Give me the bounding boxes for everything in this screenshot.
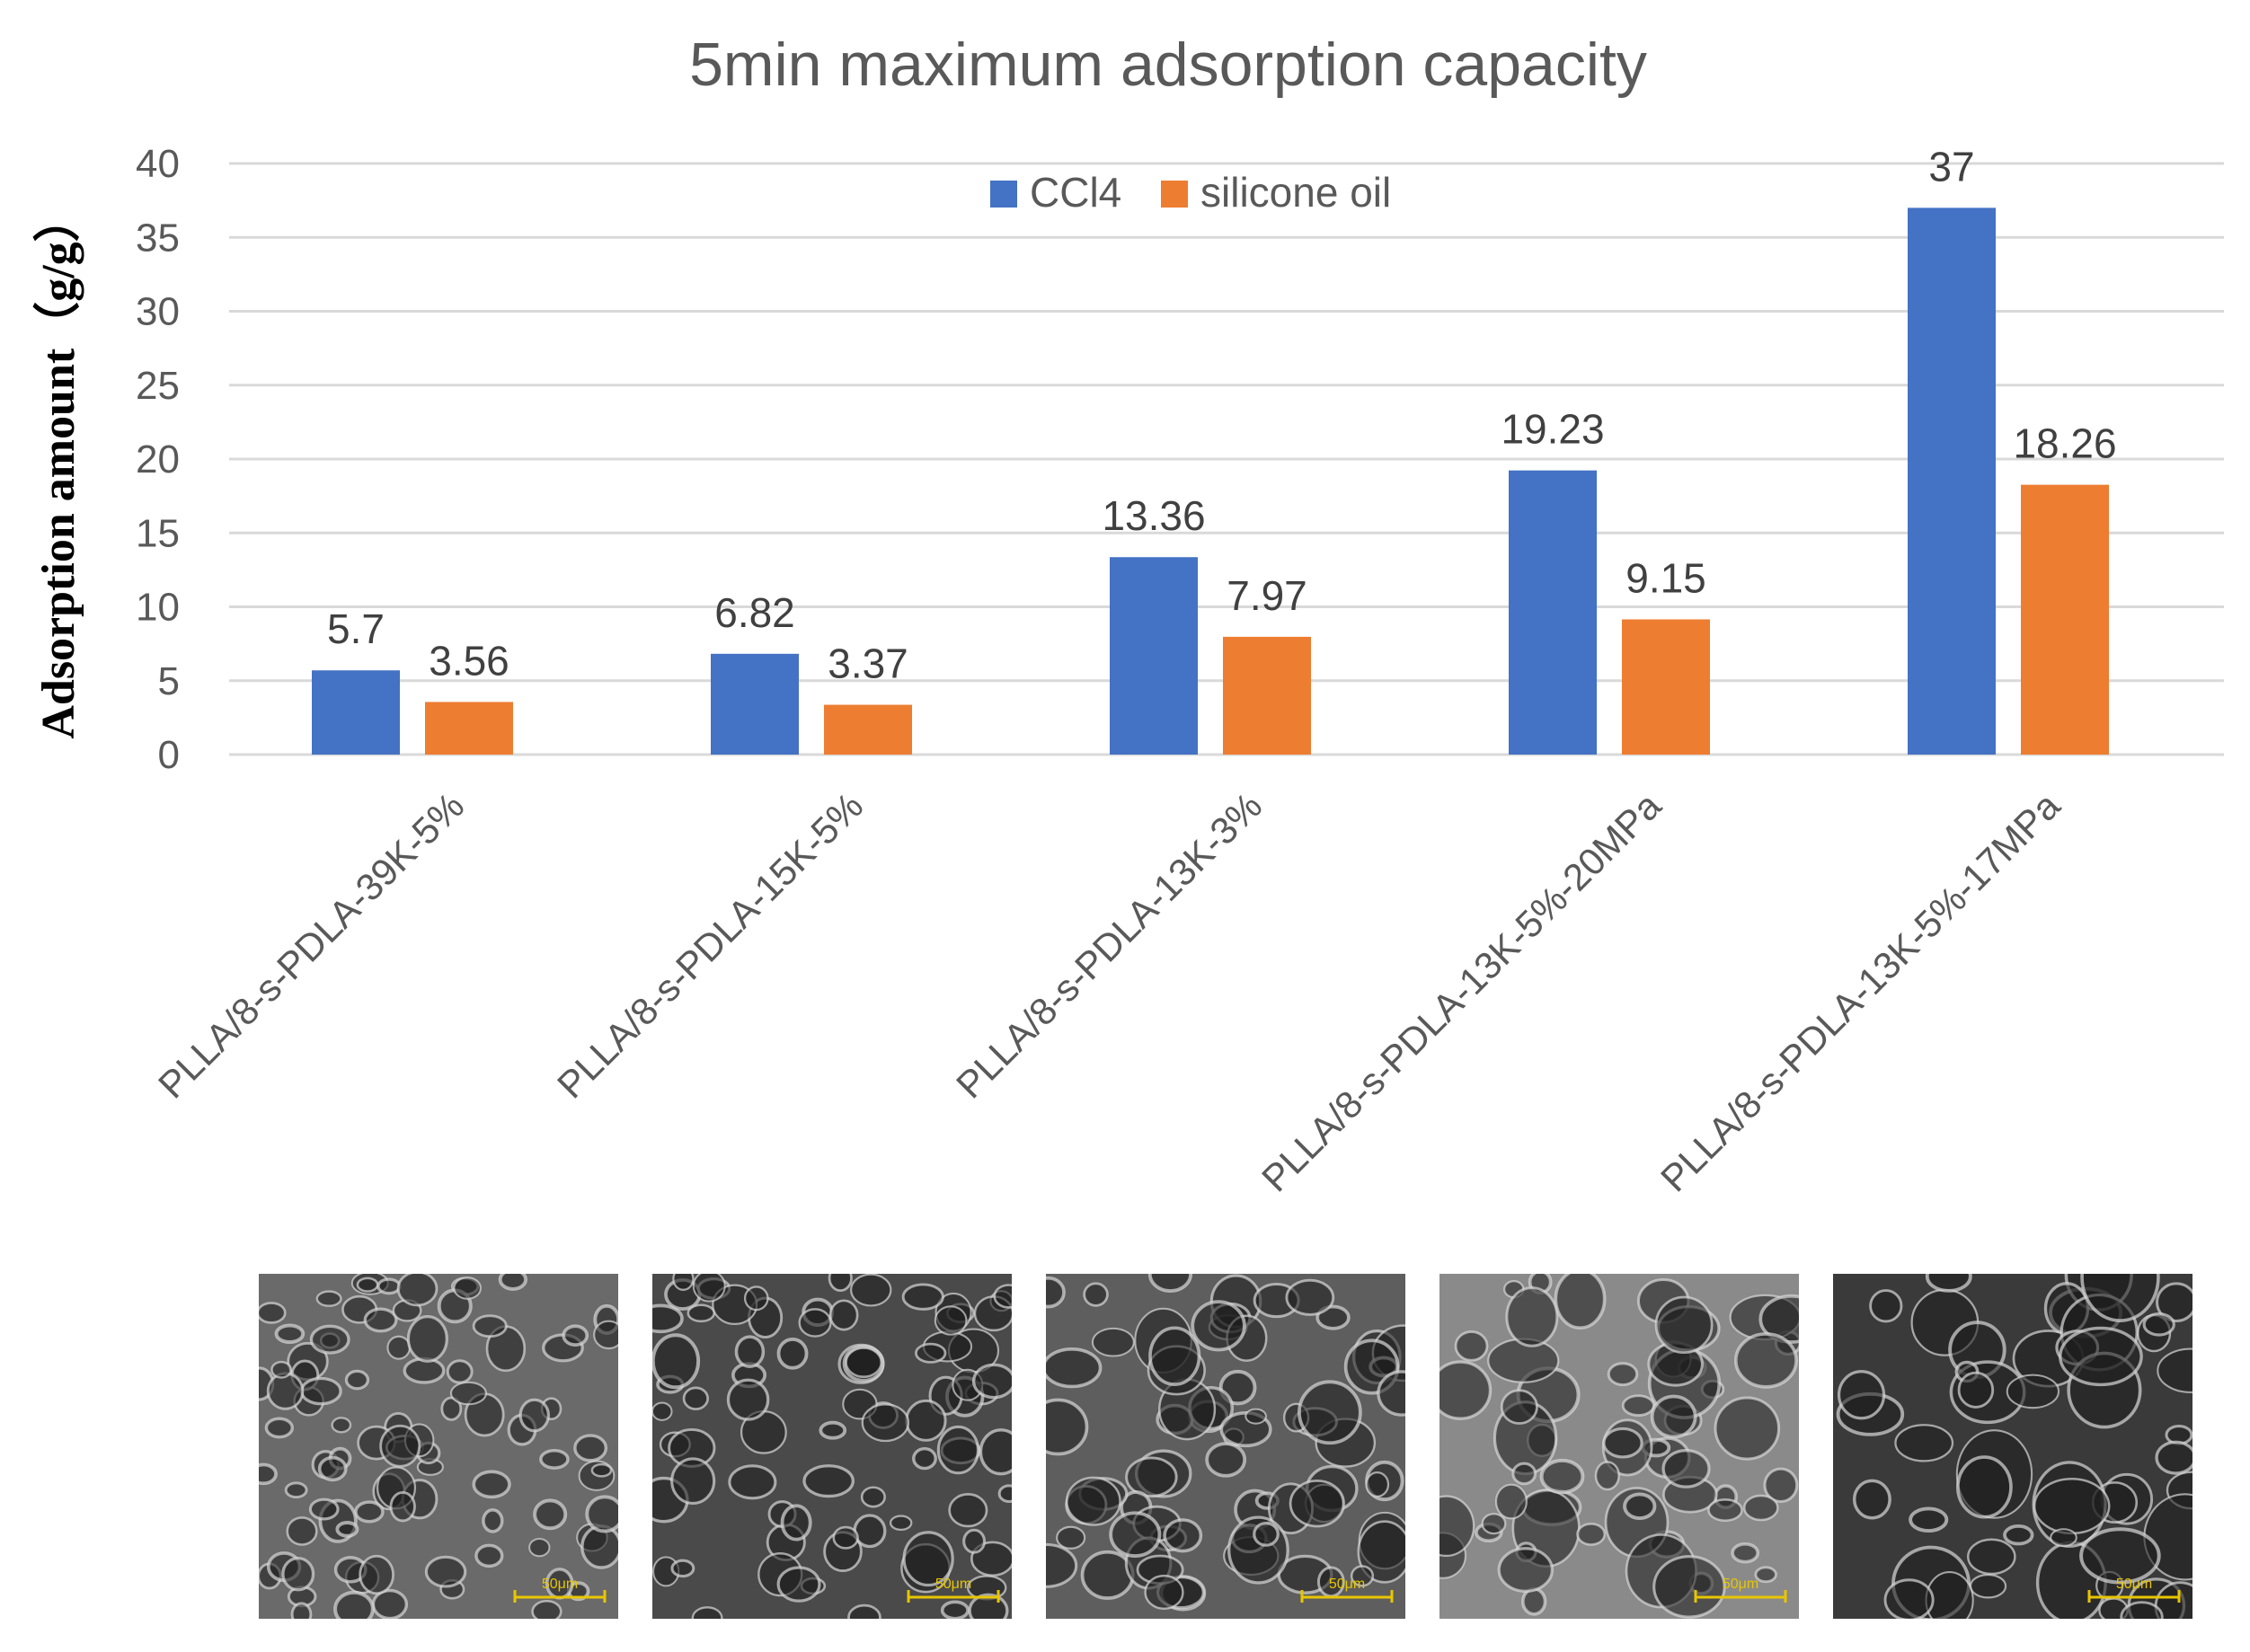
sem-image-5: 50μm	[1833, 1274, 2192, 1619]
bar-ccl4-2	[711, 653, 799, 755]
data-label: 3.37	[828, 640, 908, 687]
legend-swatch	[1161, 181, 1188, 208]
legend-swatch	[990, 181, 1017, 208]
sem-micrograph: 50μm	[1833, 1274, 2192, 1619]
x-tick-label: PLLA/8-s-PDLA-13K-5%-17MPa	[1652, 784, 2068, 1200]
sem-micrograph: 50μm	[1046, 1274, 1405, 1619]
data-label: 7.97	[1227, 572, 1307, 619]
scale-bar	[2087, 1590, 2181, 1603]
scale-bar-label: 50μm	[2116, 1577, 2152, 1592]
y-tick-label: 10	[136, 586, 180, 630]
data-label: 6.82	[714, 589, 795, 636]
bar-silicone-oil-2	[824, 704, 912, 755]
bar-silicone-oil-1	[425, 702, 513, 755]
data-label: 3.56	[429, 637, 509, 684]
y-tick-label: 35	[136, 216, 180, 260]
y-tick-label: 15	[136, 511, 180, 555]
sem-image-2: 50μm	[652, 1274, 1012, 1619]
legend: CCl4 silicone oil	[990, 169, 1391, 216]
scale-bar	[513, 1590, 607, 1603]
x-tick-label: PLLA/8-s-PDLA-15K-5%	[549, 784, 871, 1106]
bar-ccl4-4	[1509, 470, 1597, 755]
y-tick-label: 5	[158, 659, 180, 703]
sem-micrograph: 50μm	[652, 1274, 1012, 1619]
legend-label: silicone oil	[1200, 169, 1391, 216]
data-label: 37	[1928, 143, 1974, 190]
bar-silicone-oil-5	[2021, 484, 2109, 755]
scale-bar	[907, 1590, 1000, 1603]
bar-ccl4-5	[1908, 208, 1996, 755]
sem-image-3: 50μm	[1046, 1274, 1405, 1619]
scale-bar-label: 50μm	[1723, 1577, 1758, 1592]
sem-micrograph: 50μm	[259, 1274, 618, 1619]
data-label: 9.15	[1625, 554, 1706, 601]
data-label: 13.36	[1102, 492, 1205, 539]
bar-ccl4-3	[1110, 557, 1198, 755]
data-label: 19.23	[1501, 406, 1604, 453]
x-tick-label: PLLA/8-s-PDLA-13K-5%-20MPa	[1253, 784, 1670, 1200]
sem-image-4: 50μm	[1439, 1274, 1799, 1619]
scale-bar	[1694, 1590, 1787, 1603]
scale-bar	[1300, 1590, 1394, 1603]
scale-bar-label: 50μm	[935, 1577, 971, 1592]
x-tick-label: PLLA/8-s-PDLA-13K-3%	[948, 784, 1270, 1106]
y-axis-label: Adsorption amount（g/g）	[32, 195, 84, 738]
y-tick-label: 40	[136, 142, 180, 186]
bar-ccl4-1	[312, 670, 400, 755]
legend-label: CCl4	[1030, 169, 1121, 216]
scale-bar-label: 50μm	[1329, 1577, 1365, 1592]
sem-micrograph: 50μm	[1439, 1274, 1799, 1619]
scale-bar-label: 50μm	[542, 1577, 578, 1592]
y-tick-label: 25	[136, 364, 180, 408]
bar-silicone-oil-4	[1622, 619, 1710, 755]
data-label: 5.7	[327, 605, 385, 652]
sem-image-1: 50μm	[259, 1274, 618, 1619]
y-tick-label: 0	[158, 733, 180, 777]
bar-silicone-oil-3	[1223, 636, 1311, 755]
chart-title: 5min maximum adsorption capacity	[689, 31, 1647, 99]
x-tick-label: PLLA/8-s-PDLA-39K-5%	[150, 784, 472, 1106]
y-tick-label: 30	[136, 290, 180, 334]
data-label: 18.26	[2013, 420, 2116, 467]
y-tick-label: 20	[136, 437, 180, 481]
